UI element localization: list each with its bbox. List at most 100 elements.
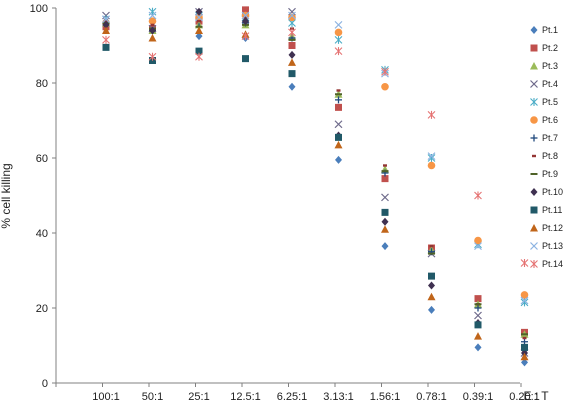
data-point <box>288 50 296 59</box>
data-point <box>381 170 389 173</box>
data-point <box>335 133 342 141</box>
data-point <box>474 321 482 329</box>
data-point <box>288 58 296 66</box>
data-point <box>474 191 482 200</box>
data-point <box>427 161 436 170</box>
data-point <box>521 358 528 367</box>
legend-label: Pt.12 <box>542 223 563 233</box>
data-point <box>102 43 110 51</box>
x-tick-label: 0.20:1 <box>509 391 540 401</box>
legend-marker <box>530 206 538 214</box>
data-point <box>195 13 203 22</box>
data-point <box>521 333 528 336</box>
data-point <box>288 28 296 37</box>
data-point <box>102 15 110 24</box>
data-point <box>381 67 389 76</box>
legend-marker <box>530 188 538 196</box>
legend-marker <box>532 154 536 158</box>
data-point <box>288 42 296 49</box>
legend-label: Pt.1 <box>542 25 558 35</box>
data-point <box>148 52 157 61</box>
data-point <box>520 291 529 299</box>
data-point <box>288 70 296 78</box>
legend-label: Pt.14 <box>542 259 563 269</box>
data-point <box>241 11 250 20</box>
data-point <box>520 296 529 305</box>
x-tick-label: 6.25:1 <box>277 391 308 401</box>
legend-label: Pt.10 <box>542 187 563 197</box>
data-point <box>474 343 482 352</box>
x-tick-label: 0.78:1 <box>416 391 447 401</box>
data-point <box>242 55 249 63</box>
data-point <box>429 244 434 248</box>
y-axis-label: % cell killing <box>0 163 13 228</box>
legend-marker <box>530 134 538 142</box>
data-point <box>474 332 482 340</box>
legend-marker <box>530 224 538 232</box>
data-point <box>474 304 482 312</box>
data-point <box>474 303 482 306</box>
legend-label: Pt.9 <box>542 169 558 179</box>
legend: Pt.1 Pt.2 Pt.3 Pt.4 Pt.5 Pt.6 Pt.7 Pt.8 Pt.9 Pt.1… <box>530 25 563 269</box>
y-tick-label: 40 <box>36 228 48 240</box>
data-point <box>520 259 529 267</box>
legend-marker <box>530 62 538 70</box>
data-point <box>102 35 110 44</box>
legend-label: Pt.8 <box>542 151 558 161</box>
legend-label: Pt.7 <box>542 133 558 143</box>
x-axis-label: E : T <box>523 389 549 401</box>
data-point <box>195 32 203 41</box>
data-point <box>148 34 157 42</box>
legend-marker <box>530 80 538 88</box>
data-point <box>288 13 296 22</box>
data-point <box>335 103 342 111</box>
data-point <box>335 96 342 104</box>
legend-label: Pt.5 <box>542 97 558 107</box>
data-point <box>241 32 250 41</box>
data-point <box>288 82 296 91</box>
x-tick-label: 0.39:1 <box>463 391 494 401</box>
data-point <box>427 152 436 161</box>
x-tick-label: 12.5:1 <box>230 391 261 401</box>
data-point <box>521 343 528 351</box>
y-tick-label: 20 <box>36 303 48 315</box>
legend-marker <box>530 116 538 124</box>
legend-label: Pt.3 <box>542 61 558 71</box>
data-point <box>336 89 341 92</box>
data-point <box>427 110 436 119</box>
data-point <box>381 242 389 251</box>
data-point <box>334 35 343 44</box>
legend-label: Pt.11 <box>542 205 562 215</box>
data-point <box>288 7 296 16</box>
data-point <box>148 17 157 25</box>
data-point <box>474 311 482 320</box>
data-point <box>288 38 296 41</box>
x-tick-label: 50:1 <box>142 391 163 401</box>
data-point <box>195 7 203 16</box>
legend-marker <box>530 98 538 106</box>
legend-label: Pt.13 <box>542 241 563 251</box>
data-point <box>195 26 203 34</box>
legend-label: Pt.4 <box>542 79 558 89</box>
data-point <box>149 26 156 35</box>
data-point <box>195 47 203 55</box>
legend-marker <box>530 173 538 175</box>
x-ticks: 100:1 50:1 25:1 12.5:1 6.25:1 3.13:1 1.56:1 0.7… <box>55 383 540 401</box>
legend-marker <box>530 26 538 34</box>
data-point <box>381 217 389 226</box>
data-point <box>428 252 435 255</box>
x-tick-label: 25:1 <box>188 391 209 401</box>
data-point <box>381 175 389 183</box>
legend-label: Pt.2 <box>542 43 558 53</box>
data-point <box>102 20 110 29</box>
data-point <box>334 47 343 56</box>
data-point <box>520 352 529 361</box>
data-point <box>195 52 203 61</box>
legend-marker <box>530 44 538 52</box>
data-point <box>150 23 155 27</box>
data-point <box>381 193 389 202</box>
data-point <box>334 140 343 149</box>
y-ticks: 0 20 40 60 80 100 <box>30 3 56 390</box>
data-point <box>428 272 435 280</box>
